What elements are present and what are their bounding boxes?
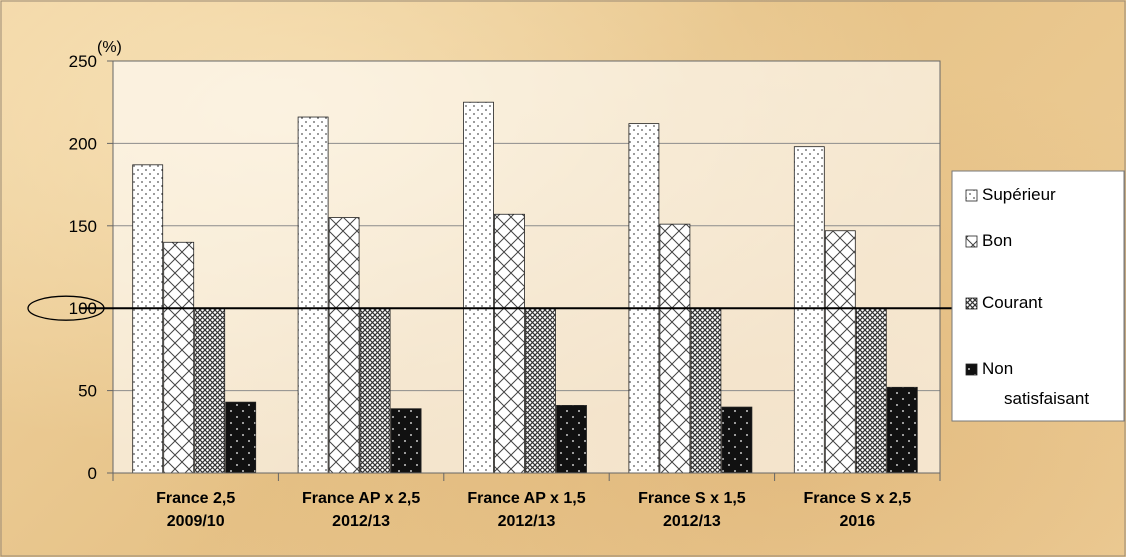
legend-label-line: Courant (982, 293, 1043, 312)
x-category-label: France S x 2,5 2016 (803, 490, 911, 530)
bar (463, 101, 494, 474)
bar (793, 146, 825, 474)
x-category-label: France S x 1,5 2012/13 (638, 490, 746, 530)
y-tick-label: 150 (69, 217, 97, 236)
legend-label: Non satisfaisant (982, 359, 1089, 408)
bar (659, 223, 691, 474)
x-category-label-line: 2009/10 (167, 513, 225, 530)
x-category-label-line: 2012/13 (498, 513, 556, 530)
x-category-label-line: France AP x 1,5 (467, 490, 585, 507)
x-category-label-line: France S x 2,5 (803, 490, 911, 507)
bar (359, 307, 391, 474)
bar (328, 217, 360, 474)
bar (390, 408, 422, 474)
x-category-label-line: 2012/13 (663, 513, 721, 530)
legend-label: Courant (982, 293, 1043, 312)
bar (494, 213, 525, 474)
bar (194, 307, 226, 474)
y-tick-label: 100 (69, 299, 97, 318)
y-unit-label: (%) (97, 39, 122, 56)
legend-label-line: Non (982, 359, 1013, 378)
legend-swatch (965, 363, 978, 376)
bars (132, 101, 918, 474)
x-category-label-line: France S x 1,5 (638, 490, 746, 507)
bar (525, 307, 556, 474)
x-category-label-line: France AP x 2,5 (302, 490, 420, 507)
legend: Supérieur Bon Courant Non satisfaisant (951, 170, 1125, 422)
x-category-label: France AP x 1,5 2012/13 (467, 490, 585, 530)
x-category-label-line: 2012/13 (332, 513, 390, 530)
bar (297, 116, 329, 474)
axes (80, 60, 1012, 481)
highlight-ellipse (27, 295, 105, 321)
x-category-label: France 2,5 2009/10 (156, 490, 235, 530)
legend-label: Bon (982, 231, 1012, 250)
legend-label-line: satisfaisant (1004, 389, 1089, 408)
bar (556, 405, 587, 474)
bar (628, 123, 660, 474)
y-tick-label: 250 (69, 52, 97, 71)
legend-label-line: Bon (982, 231, 1012, 250)
bar (855, 307, 887, 474)
y-tick-label: 200 (69, 134, 97, 153)
y-tick-label: 0 (88, 464, 97, 483)
y-tick-label: 50 (78, 382, 97, 401)
bar (886, 386, 918, 474)
legend-box (951, 170, 1125, 422)
bar (225, 401, 257, 474)
x-category-label-line: 2016 (840, 513, 876, 530)
y-tick-labels: 0 50 100 150 200 250 (27, 52, 105, 483)
bar (824, 230, 856, 474)
legend-label: Supérieur (982, 185, 1056, 204)
legend-label-line: Supérieur (982, 185, 1056, 204)
bar (690, 307, 722, 474)
bar (132, 164, 164, 474)
x-category-label-line: France 2,5 (156, 490, 235, 507)
legend-swatch (965, 189, 978, 202)
plot-border (112, 60, 941, 474)
x-category-label: France AP x 2,5 2012/13 (302, 490, 420, 530)
bar (721, 406, 753, 474)
legend-swatch (965, 297, 978, 310)
legend-swatch (965, 235, 978, 248)
bar (163, 241, 195, 474)
